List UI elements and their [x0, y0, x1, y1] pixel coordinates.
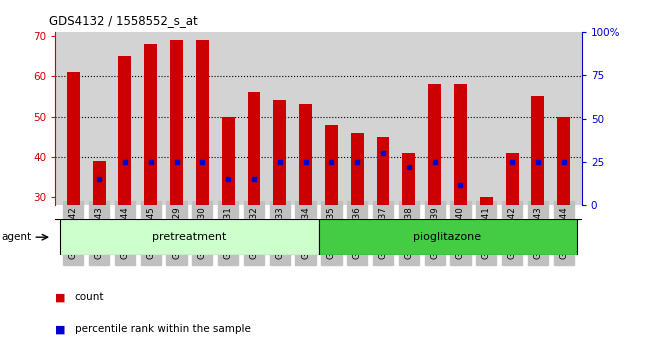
Bar [60, 219, 318, 255]
Bar [118, 56, 131, 205]
Bar [196, 40, 209, 205]
Bar [299, 104, 312, 205]
Bar [532, 96, 544, 205]
Bar [480, 197, 493, 205]
Text: percentile rank within the sample: percentile rank within the sample [75, 324, 251, 334]
Bar [222, 116, 235, 205]
Bar [274, 101, 286, 205]
Bar [351, 133, 363, 205]
Bar [67, 72, 80, 205]
Text: count: count [75, 292, 104, 302]
Bar [454, 84, 467, 205]
Text: ■: ■ [55, 324, 66, 334]
Bar [428, 84, 441, 205]
Bar [248, 92, 261, 205]
Bar [506, 153, 519, 205]
Text: pioglitazone: pioglitazone [413, 232, 482, 242]
Text: GDS4132 / 1558552_s_at: GDS4132 / 1558552_s_at [49, 14, 198, 27]
Text: pretreatment: pretreatment [152, 232, 227, 242]
Bar [376, 137, 389, 205]
Bar [557, 116, 570, 205]
Bar [325, 125, 338, 205]
Bar [402, 153, 415, 205]
Bar [318, 219, 577, 255]
Bar [170, 40, 183, 205]
Text: ■: ■ [55, 292, 66, 302]
Bar [144, 44, 157, 205]
Bar [93, 161, 105, 205]
Text: agent: agent [1, 232, 31, 242]
